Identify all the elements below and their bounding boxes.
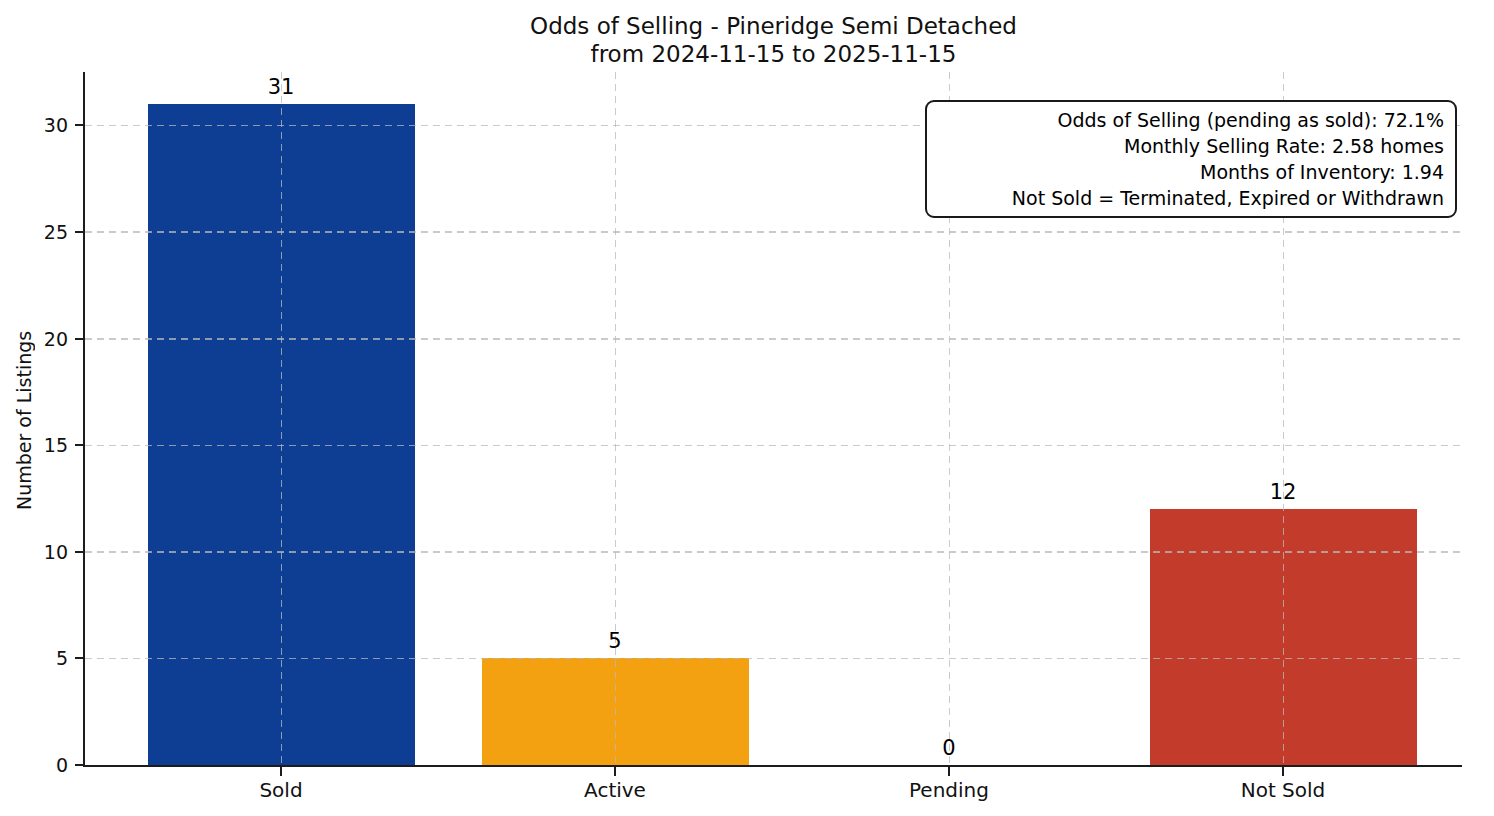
x-tick-label-pending: Pending <box>849 778 1049 802</box>
gridline-horizontal <box>85 551 1462 553</box>
y-tick-label-30: 30 <box>8 113 68 137</box>
y-axis-spine <box>83 72 85 767</box>
x-tick-pending <box>948 766 950 776</box>
chart-title-line1: Odds of Selling - Pineridge Semi Detache… <box>85 12 1462 40</box>
bar-value-label-active: 5 <box>555 628 675 654</box>
x-axis-spine <box>83 765 1462 767</box>
annotation-line-odds-of-selling: Odds of Selling (pending as sold): 72.1% <box>938 107 1444 133</box>
gridline-horizontal <box>85 445 1462 447</box>
figure: Odds of Selling - Pineridge Semi Detache… <box>0 0 1494 816</box>
gridline-horizontal <box>85 231 1462 233</box>
annotation-line-monthly-selling-rate: Monthly Selling Rate: 2.58 homes <box>938 133 1444 159</box>
chart-title-line2: from 2024-11-15 to 2025-11-15 <box>85 40 1462 68</box>
bar-value-label-pending: 0 <box>889 735 1009 761</box>
gridline-horizontal <box>85 658 1462 660</box>
bar-value-label-not-sold: 12 <box>1223 479 1343 505</box>
bar-value-label-sold: 31 <box>221 74 341 100</box>
gridline-vertical <box>281 72 283 765</box>
x-tick-label-sold: Sold <box>181 778 381 802</box>
y-axis-label: Number of Listings <box>13 325 35 515</box>
y-tick-label-5: 5 <box>8 646 68 670</box>
y-tick-label-25: 25 <box>8 220 68 244</box>
annotation-line-not-sold-definition: Not Sold = Terminated, Expired or Withdr… <box>938 185 1444 211</box>
y-tick-label-10: 10 <box>8 540 68 564</box>
stats-annotation-box: Odds of Selling (pending as sold): 72.1%… <box>925 100 1457 218</box>
y-tick-label-15: 15 <box>8 433 68 457</box>
x-tick-not-sold <box>1282 766 1284 776</box>
gridline-horizontal <box>85 338 1462 340</box>
x-tick-active <box>614 766 616 776</box>
y-tick-label-20: 20 <box>8 327 68 351</box>
x-tick-label-active: Active <box>515 778 715 802</box>
y-tick-label-0: 0 <box>8 753 68 777</box>
annotation-line-months-of-inventory: Months of Inventory: 1.94 <box>938 159 1444 185</box>
gridline-vertical <box>615 72 617 765</box>
x-tick-sold <box>280 766 282 776</box>
x-tick-label-not-sold: Not Sold <box>1183 778 1383 802</box>
chart-title: Odds of Selling - Pineridge Semi Detache… <box>85 12 1462 68</box>
